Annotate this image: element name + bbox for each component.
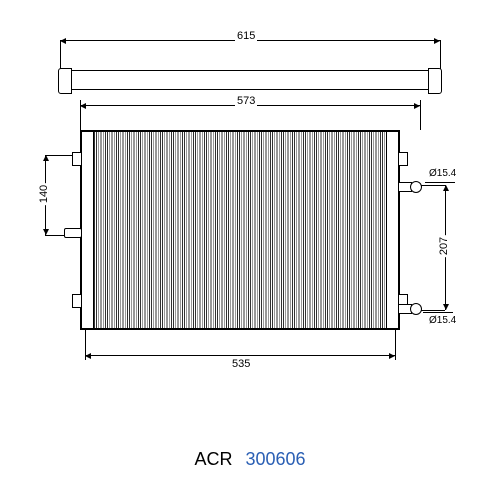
dim-573: 573 — [235, 95, 257, 107]
brand-label: ACR — [194, 449, 232, 469]
dim-port-lower: Ø15.4 — [427, 315, 458, 326]
manifold-left — [82, 132, 94, 328]
left-bracket-bottom — [72, 294, 82, 308]
product-caption: ACR 300606 — [0, 449, 500, 470]
port-lower — [398, 302, 422, 316]
dim-615: 615 — [235, 30, 257, 42]
condenser-fins — [94, 132, 386, 328]
left-bracket-top — [72, 152, 82, 166]
top-bracket — [65, 70, 435, 90]
manifold-right — [386, 132, 398, 328]
part-number-link[interactable]: 300606 — [245, 449, 305, 469]
dim-port-upper: Ø15.4 — [427, 168, 458, 179]
dim-207: 207 — [438, 235, 450, 257]
dim-140: 140 — [38, 183, 50, 205]
drawing-area: acr 615 573 — [30, 30, 470, 410]
diagram-container: acr 615 573 — [0, 0, 500, 500]
dim-line-535 — [85, 355, 395, 356]
dim-535: 535 — [230, 358, 252, 370]
right-bracket-top — [398, 152, 408, 166]
left-bracket-hole — [64, 228, 82, 238]
condenser-body — [80, 130, 400, 330]
port-upper — [398, 180, 422, 194]
